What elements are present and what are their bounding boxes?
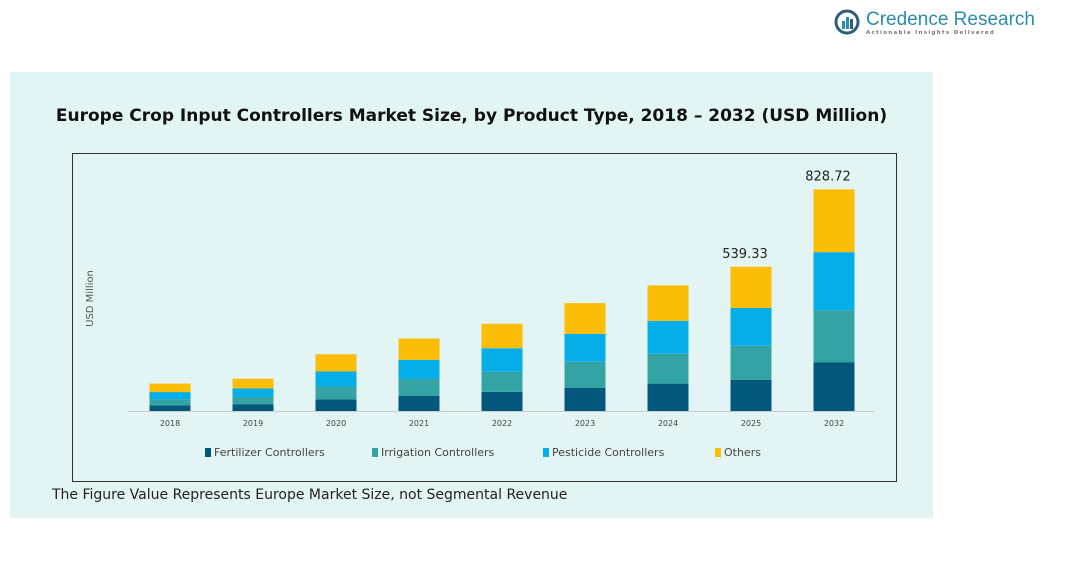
data-label: 828.72	[805, 169, 851, 184]
legend-label: Irrigation Controllers	[381, 446, 495, 459]
logo-icon	[834, 9, 860, 35]
x-tick-label: 2023	[575, 419, 595, 428]
bar-fertilizer-controllers-2020	[315, 399, 357, 411]
bar-pesticide-controllers-2032	[813, 252, 855, 311]
bar-irrigation-controllers-2020	[315, 386, 357, 400]
bar-fertilizer-controllers-2032	[813, 362, 855, 411]
legend-label: Pesticide Controllers	[552, 446, 665, 459]
bar-fertilizer-controllers-2018	[149, 405, 191, 411]
data-label: 539.33	[722, 247, 768, 262]
bar-others-2025	[730, 266, 772, 308]
bar-fertilizer-controllers-2023	[564, 387, 606, 411]
x-tick-label: 2018	[160, 419, 180, 428]
legend-label: Others	[724, 446, 761, 459]
bar-pesticide-controllers-2023	[564, 333, 606, 362]
x-tick-label: 2021	[409, 419, 429, 428]
bar-pesticide-controllers-2021	[398, 359, 440, 380]
x-tick-label: 2019	[243, 419, 263, 428]
legend-label: Fertilizer Controllers	[214, 446, 325, 459]
bar-irrigation-controllers-2021	[398, 379, 440, 396]
bar-pesticide-controllers-2025	[730, 307, 772, 346]
x-tick-label: 2020	[326, 419, 346, 428]
bar-pesticide-controllers-2020	[315, 371, 357, 387]
bar-irrigation-controllers-2018	[149, 399, 191, 406]
bar-others-2023	[564, 303, 606, 334]
bar-irrigation-controllers-2024	[647, 353, 689, 384]
chart-title: Europe Crop Input Controllers Market Siz…	[55, 106, 888, 126]
bar-irrigation-controllers-2025	[730, 345, 772, 380]
brand-tagline: Actionable Insights Delivered	[866, 30, 996, 36]
legend-swatch	[205, 448, 211, 457]
brand-logo: Credence Research Actionable Insights De…	[834, 8, 1035, 38]
bar-pesticide-controllers-2024	[647, 320, 689, 354]
bar-irrigation-controllers-2032	[813, 310, 855, 363]
bar-irrigation-controllers-2019	[232, 396, 274, 405]
bar-pesticide-controllers-2018	[149, 392, 191, 400]
legend-item: Irrigation Controllers	[372, 446, 494, 459]
bar-others-2020	[315, 354, 357, 372]
x-tick-label: 2025	[741, 419, 761, 428]
y-axis-label: USD Million	[84, 270, 96, 327]
bar-others-2032	[813, 189, 855, 253]
x-tick-label: 2022	[492, 419, 512, 428]
legend-item: Others	[715, 446, 761, 459]
bar-fertilizer-controllers-2019	[232, 404, 274, 411]
bar-fertilizer-controllers-2021	[398, 395, 440, 411]
bar-pesticide-controllers-2022	[481, 348, 523, 372]
x-tick-label: 2032	[824, 419, 844, 428]
bar-others-2024	[647, 285, 689, 321]
bar-fertilizer-controllers-2024	[647, 383, 689, 411]
bar-fertilizer-controllers-2022	[481, 391, 523, 411]
chart-frame	[72, 153, 897, 482]
bar-irrigation-controllers-2022	[481, 371, 523, 392]
bar-others-2021	[398, 338, 440, 360]
legend-item: Fertilizer Controllers	[205, 446, 325, 459]
brand-name: Credence Research	[866, 9, 1035, 30]
x-tick-label: 2024	[658, 419, 678, 428]
legend-item: Pesticide Controllers	[543, 446, 664, 459]
bar-pesticide-controllers-2019	[232, 388, 274, 397]
footnote: The Figure Value Represents Europe Marke…	[52, 487, 568, 503]
bar-fertilizer-controllers-2025	[730, 379, 772, 411]
legend-swatch	[715, 448, 721, 457]
legend-swatch	[372, 448, 378, 457]
bar-others-2018	[149, 383, 191, 393]
bar-others-2022	[481, 323, 523, 349]
bar-others-2019	[232, 378, 274, 389]
legend-swatch	[543, 448, 549, 457]
chart-panel	[10, 72, 933, 518]
bar-irrigation-controllers-2023	[564, 361, 606, 388]
